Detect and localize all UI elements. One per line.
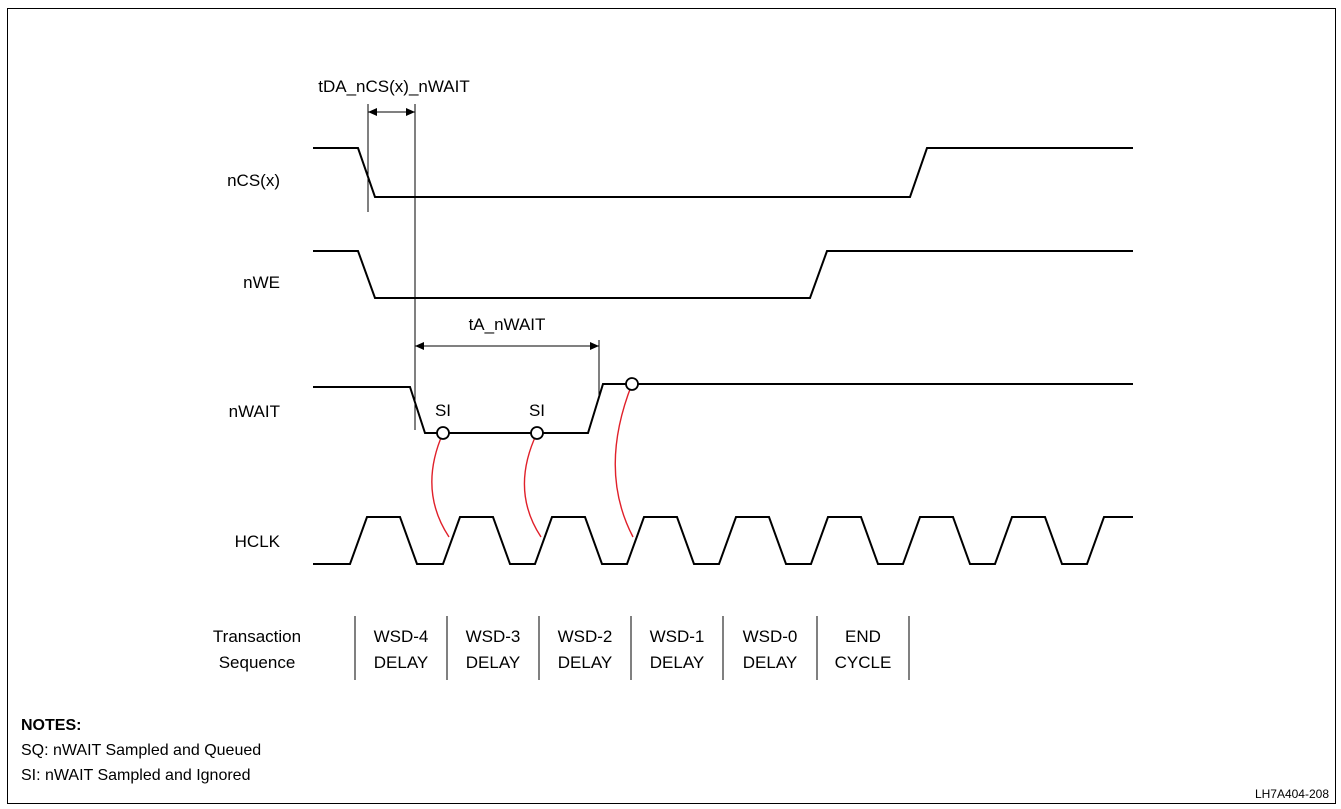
transaction-cell-4-line2: DELAY [650, 653, 705, 672]
transaction-label-line2: Sequence [219, 653, 296, 672]
si-label-2: SI [529, 401, 545, 420]
timing-label-ta: tA_nWAIT [469, 315, 546, 334]
sample-point-1 [436, 426, 450, 440]
transaction-cell-3-line1: WSD-2 [558, 627, 613, 646]
transaction-cell-2-line1: WSD-3 [466, 627, 521, 646]
transaction-cell-2-line2: DELAY [466, 653, 521, 672]
notes-line-si: SI: nWAIT Sampled and Ignored [21, 767, 250, 784]
sample-point-3 [625, 377, 639, 391]
sample-link-3 [614, 383, 634, 538]
nwait-waveform [313, 383, 1133, 434]
tda-arrow-right [406, 108, 415, 116]
timing-label-tda: tDA_nCS(x)_nWAIT [318, 77, 469, 96]
ta-arrow-left [415, 342, 424, 350]
tda-arrow-left [368, 108, 377, 116]
nwe-waveform [313, 250, 1133, 299]
notes-line-sq: SQ: nWAIT Sampled and Queued [21, 742, 261, 759]
figure-id: LH7A404-208 [1255, 787, 1329, 801]
transaction-cell-1-line2: DELAY [374, 653, 429, 672]
transaction-cell-5-line2: DELAY [743, 653, 798, 672]
signal-label-hclk: HCLK [235, 532, 281, 551]
ta-arrow-right [590, 342, 599, 350]
hclk-waveform [313, 516, 1133, 565]
sample-point-2 [530, 426, 544, 440]
transaction-cell-1-line1: WSD-4 [374, 627, 429, 646]
transaction-cell-6-line1: END [845, 627, 881, 646]
ncs-waveform [313, 147, 1133, 198]
si-label-1: SI [435, 401, 451, 420]
transaction-cell-6-line2: CYCLE [835, 653, 892, 672]
transaction-cell-4-line1: WSD-1 [650, 627, 705, 646]
notes-heading: NOTES: [21, 717, 81, 734]
sample-link-2 [523, 432, 542, 538]
sample-link-1 [431, 432, 450, 538]
signal-label-ncs: nCS(x) [227, 171, 280, 190]
transaction-label-line1: Transaction [213, 627, 301, 646]
transaction-cell-3-line2: DELAY [558, 653, 613, 672]
signal-label-nwe: nWE [243, 273, 280, 292]
signal-label-nwait: nWAIT [229, 402, 280, 421]
transaction-cell-5-line1: WSD-0 [743, 627, 798, 646]
diagram-frame [7, 8, 1336, 804]
